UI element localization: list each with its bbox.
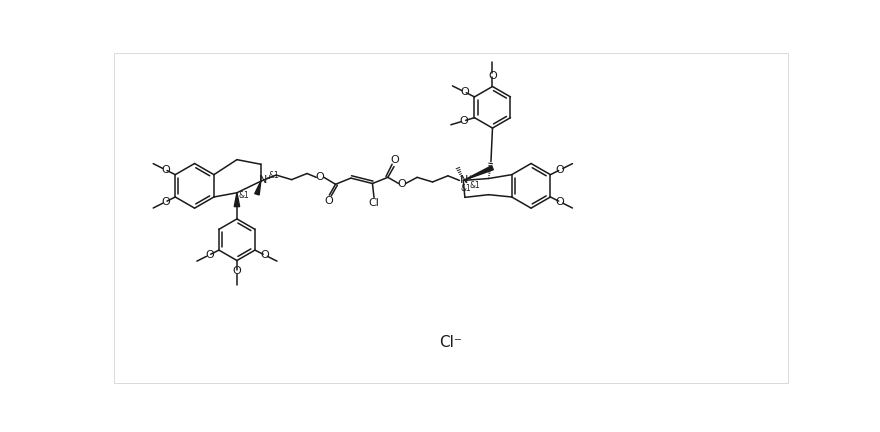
Polygon shape — [234, 193, 239, 206]
Text: O: O — [488, 71, 497, 81]
Polygon shape — [464, 166, 494, 181]
Text: O: O — [161, 197, 170, 207]
Text: O: O — [260, 250, 269, 260]
Text: O: O — [161, 165, 170, 175]
Text: O: O — [555, 165, 564, 175]
Text: &1: &1 — [238, 191, 249, 200]
Text: N⁺: N⁺ — [460, 175, 474, 185]
Text: O: O — [460, 87, 469, 97]
Text: &1: &1 — [268, 171, 279, 180]
Text: O: O — [324, 196, 333, 206]
Text: O: O — [232, 266, 241, 276]
Polygon shape — [254, 181, 260, 195]
Text: O: O — [459, 116, 468, 126]
Text: O: O — [205, 250, 214, 260]
Text: Cl⁻: Cl⁻ — [440, 335, 462, 349]
Text: Cl: Cl — [369, 198, 379, 208]
Text: &1: &1 — [460, 184, 471, 194]
Text: O: O — [398, 178, 406, 188]
Text: O: O — [555, 197, 564, 207]
Text: N⁺: N⁺ — [259, 175, 274, 185]
Text: O: O — [316, 172, 325, 182]
Text: O: O — [391, 156, 400, 165]
Text: &1: &1 — [470, 181, 480, 191]
